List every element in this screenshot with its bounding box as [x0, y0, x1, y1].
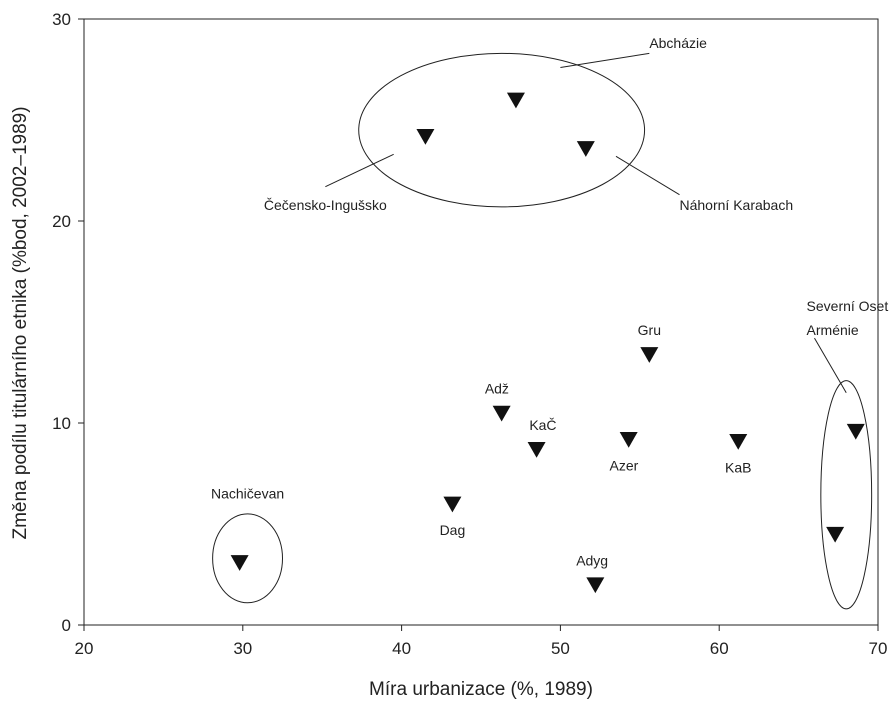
data-points	[230, 92, 865, 594]
data-point	[586, 577, 605, 594]
data-point	[506, 92, 525, 109]
annotation-label: Abcházie	[649, 35, 707, 51]
x-tick-label: 30	[233, 639, 252, 658]
y-tick-label: 30	[52, 10, 71, 29]
annotation-label: KaČ	[529, 417, 556, 433]
data-point	[492, 405, 511, 422]
data-point	[619, 431, 638, 448]
x-tick-label: 40	[392, 639, 411, 658]
annotation-label: Dag	[440, 522, 466, 538]
data-point	[416, 128, 435, 145]
x-axis-title: Míra urbanizace (%, 1989)	[369, 679, 593, 700]
y-tick-label: 0	[62, 616, 71, 635]
annotation-label: Nachičevan	[211, 486, 284, 502]
annotation-label: Adyg	[576, 552, 608, 568]
x-tick-label: 50	[551, 639, 570, 658]
group-ellipse	[212, 513, 283, 604]
annotation-label: Azer	[610, 457, 639, 473]
x-axis-ticks: 20 30 40 50 60 70	[75, 625, 888, 658]
annotation-label: Arménie	[807, 322, 859, 338]
x-tick-label: 60	[710, 639, 729, 658]
data-point	[576, 141, 595, 157]
annotation-label: Adž	[485, 381, 509, 397]
leader-line	[560, 52, 650, 68]
annotation-label: Gru	[638, 322, 661, 338]
plot-border	[83, 18, 879, 626]
y-tick-label: 20	[52, 212, 71, 231]
annotation-label: Čečensko-Ingušsko	[264, 197, 387, 213]
y-axis-title: Změna podílu titulárního etnika (%bod, 2…	[10, 106, 31, 539]
group-ellipse	[358, 52, 646, 208]
annotation-label: Severní Osetie,	[807, 298, 889, 314]
y-axis-ticks: 0 10 20 30	[52, 10, 84, 635]
data-point	[846, 423, 865, 440]
data-point	[640, 347, 659, 363]
annotation-label: KaB	[725, 459, 751, 475]
leader-line	[325, 153, 394, 188]
data-point	[729, 433, 748, 450]
annotation-shapes	[212, 52, 873, 610]
data-point	[826, 526, 845, 543]
annotation-labels: Nachičevan Dag Adž KaČ Adyg Azer Gru KaB Abcházi…	[211, 35, 889, 568]
data-point	[443, 496, 462, 513]
plot-frame	[83, 18, 879, 626]
x-tick-label: 20	[75, 639, 94, 658]
data-point	[230, 555, 249, 571]
leader-line	[814, 337, 847, 393]
x-tick-label: 70	[869, 639, 888, 658]
group-ellipse	[820, 380, 873, 610]
data-point	[527, 442, 546, 458]
annotation-label: Náhorní Karabach	[680, 197, 794, 213]
y-tick-label: 10	[52, 414, 71, 433]
leader-line	[615, 155, 680, 196]
